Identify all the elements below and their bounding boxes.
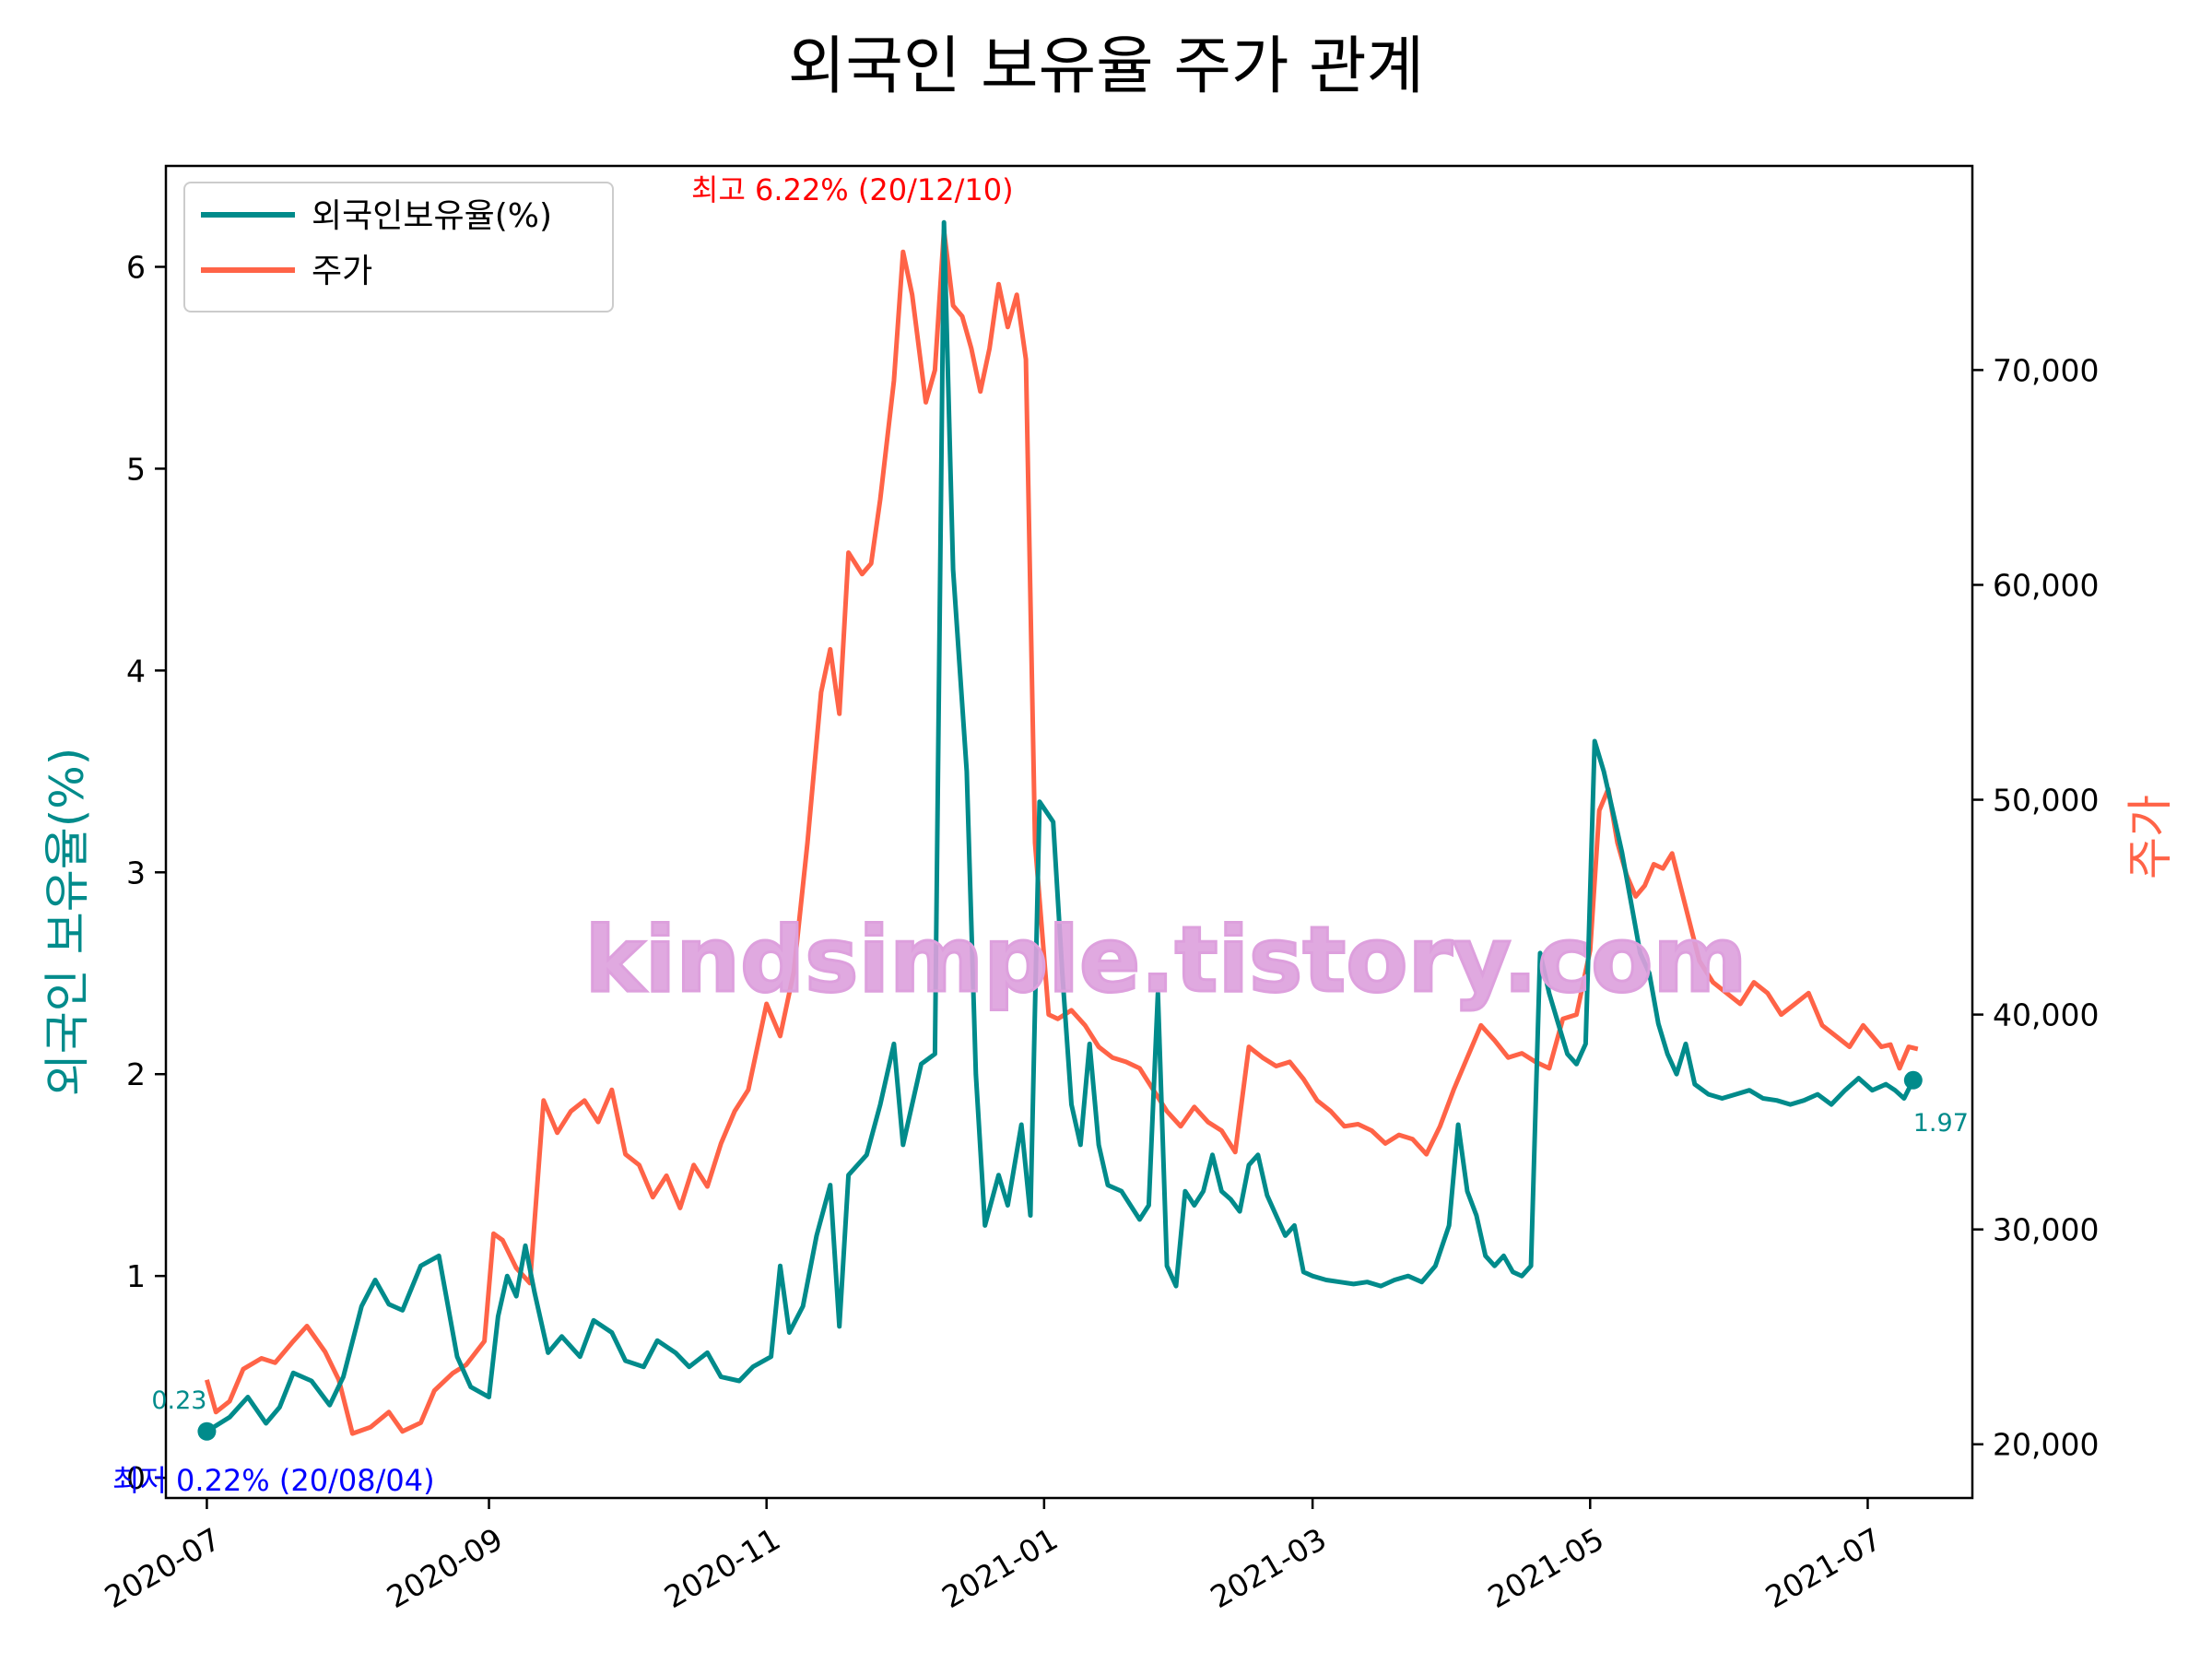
right-y-tick-label: 40,000	[1993, 997, 2099, 1033]
x-axis: 2020-07 2020-09 2020-11 2021-01 2021-03 2021-…	[99, 1498, 1888, 1615]
x-tick-label: 2020-07	[99, 1521, 227, 1616]
legend-price-label: 주가	[312, 253, 372, 290]
x-tick-label: 2020-09	[381, 1521, 509, 1616]
left-y-axis: 0 1 2 3 4 5 6	[126, 249, 166, 1496]
x-tick-label: 2021-05	[1482, 1521, 1610, 1616]
x-tick-label: 2021-03	[1205, 1521, 1333, 1616]
left-y-tick-label: 2	[126, 1056, 146, 1092]
left-axis-label: 외국인 보유율(%)	[41, 748, 94, 1096]
x-tick-label: 2020-11	[658, 1521, 786, 1616]
left-y-tick-label: 3	[126, 855, 146, 890]
right-y-axis: 20,000 30,000 40,000 50,000 60,000 70,000	[1972, 352, 2099, 1463]
right-y-tick-label: 30,000	[1993, 1212, 2099, 1248]
annotation-layer: 0.23 1.97 최고 6.22% (20/12/10) 최저 0.22% (20/…	[112, 172, 1969, 1498]
x-tick-label: 2021-07	[1759, 1521, 1888, 1616]
left-y-tick-label: 4	[126, 653, 146, 689]
end-value-marker	[1903, 1070, 1923, 1090]
watermark: kindsimple.tistory.com	[584, 908, 1747, 1013]
legend: 외국인보유율(%) 주가	[183, 182, 614, 313]
chart-title: 외국인 보유율 주가 관계	[788, 30, 1424, 103]
right-axis-label: 주가	[2124, 795, 2177, 879]
ownership-series-line	[206, 219, 1916, 1433]
right-y-tick-label: 60,000	[1993, 567, 2099, 603]
min-annotation-label: 최저 0.22% (20/08/04)	[112, 1463, 435, 1498]
right-y-tick-label: 50,000	[1993, 783, 2099, 819]
right-y-tick-label: 70,000	[1993, 352, 2099, 388]
max-annotation-label: 최고 6.22% (20/12/10)	[691, 172, 1014, 207]
left-y-tick-label: 0	[126, 1460, 146, 1496]
series-layer	[204, 219, 1919, 1436]
end-value-label: 1.97	[1913, 1109, 1969, 1138]
left-y-tick-label: 1	[126, 1258, 146, 1294]
price-series-line	[204, 228, 1919, 1436]
right-y-tick-label: 20,000	[1993, 1427, 2099, 1463]
legend-ownership-label: 외국인보유율(%)	[312, 197, 552, 235]
left-y-tick-label: 5	[126, 451, 146, 487]
left-y-tick-label: 6	[126, 249, 146, 285]
plot-area-frame	[164, 164, 1974, 1500]
start-value-marker	[197, 1421, 217, 1441]
start-value-label: 0.23	[151, 1386, 206, 1415]
x-tick-label: 2021-01	[935, 1521, 1064, 1616]
